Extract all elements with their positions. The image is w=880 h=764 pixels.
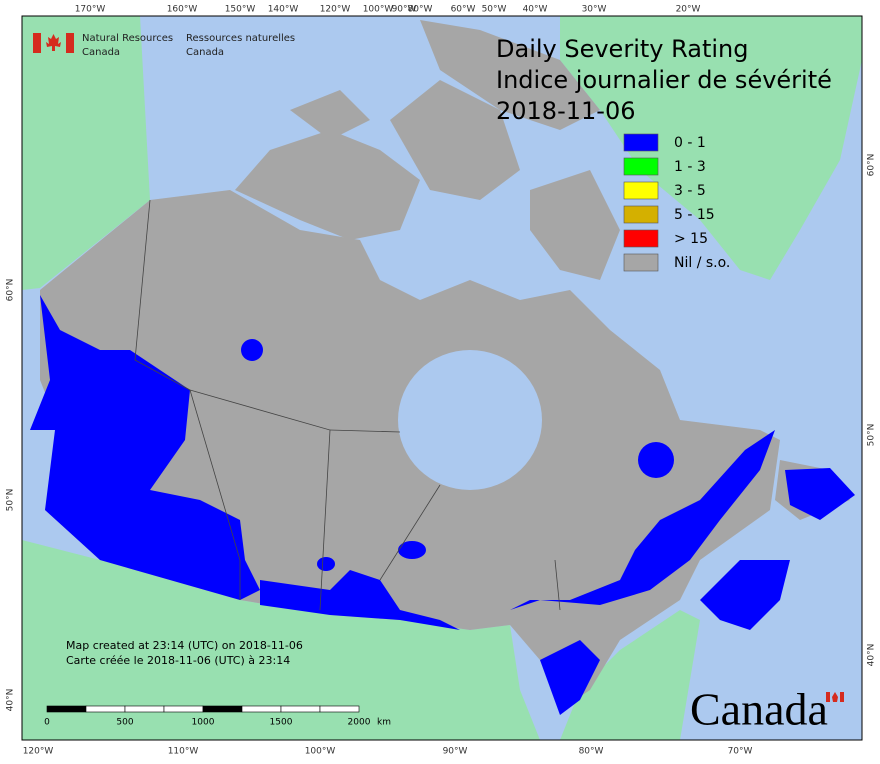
agency-fr: Ressources naturelles (186, 33, 295, 44)
scale-label: 1500 (270, 718, 293, 728)
longitude-label: 40°W (523, 5, 548, 15)
arctic-island (390, 80, 520, 200)
border (379, 484, 441, 581)
rating-area (398, 541, 426, 559)
longitude-label: 140°W (268, 5, 299, 15)
scale-label: 500 (116, 718, 133, 728)
legend-label: > 15 (674, 231, 708, 247)
scale-segment (46, 705, 87, 713)
border (189, 389, 241, 600)
map-title: 2018-11-06 (496, 97, 635, 125)
scale-label: 1000 (192, 718, 215, 728)
longitude-label: 100°W (363, 5, 394, 15)
legend-swatch (623, 157, 659, 176)
longitude-label: 80°W (579, 747, 604, 757)
longitude-label: 20°W (676, 5, 701, 15)
longitude-label: 50°W (482, 5, 507, 15)
legend-swatch (623, 253, 659, 272)
agency-en: Canada (82, 47, 120, 58)
agency-logo (33, 33, 74, 53)
borders (134, 199, 561, 611)
map-title: Indice journalier de sévérité (496, 66, 832, 94)
rating-area (241, 339, 263, 361)
legend-label: 1 - 3 (674, 159, 706, 175)
longitude-label: 150°W (225, 5, 256, 15)
scale-segment (241, 705, 282, 713)
rating-area (785, 468, 855, 520)
flag-leaf (46, 34, 61, 51)
longitude-label: 90°W (392, 5, 417, 15)
usa (22, 540, 540, 740)
texts: Natural Resources Canada Ressources nature… (6, 5, 877, 757)
longitude-label: 170°W (75, 5, 106, 15)
latitude-label: 60°N (867, 154, 877, 177)
scale-segment (163, 705, 204, 713)
scale-label: 2000 (348, 718, 371, 728)
longitude-label: 90°W (443, 747, 468, 757)
agency-fr: Canada (186, 47, 224, 58)
latitude-label: 60°N (6, 279, 16, 302)
border (554, 559, 561, 611)
border (329, 429, 401, 433)
legend-swatch (623, 205, 659, 224)
rating-area (30, 295, 260, 600)
longitude-label: 110°W (168, 747, 199, 757)
map-note: Carte créée le 2018-11-06 (UTC) à 23:14 (66, 654, 290, 667)
wordmark-flag (832, 692, 838, 702)
scale-label: 0 (44, 718, 50, 728)
scale-segment (85, 705, 126, 713)
rating-area (260, 570, 460, 630)
map-border (21, 15, 863, 741)
scale-segment (280, 705, 321, 713)
legend-swatch (623, 229, 659, 248)
ellesmere-island (420, 20, 600, 130)
longitude-label: 30°W (582, 5, 607, 15)
hudson-bay (398, 350, 542, 490)
rating-area (317, 557, 335, 571)
legend-swatch (623, 133, 659, 152)
wordmark: Canada (690, 684, 828, 735)
latitude-label: 50°N (867, 424, 877, 447)
arctic-island (235, 130, 420, 240)
legend-swatch (623, 181, 659, 200)
legend-label: Nil / s.o. (674, 255, 730, 271)
flag-bar (33, 33, 41, 53)
longitude-label: 120°W (320, 5, 351, 15)
longitude-label: 70°W (728, 747, 753, 757)
rating-area (700, 560, 790, 630)
wordmark-flag (840, 692, 844, 702)
rating-area (510, 430, 775, 610)
map-note: Map created at 23:14 (UTC) on 2018-11-06 (66, 639, 303, 652)
rating-area (638, 442, 674, 478)
map-title: Daily Severity Rating (496, 35, 748, 63)
alaska (22, 16, 150, 290)
latitude-label: 50°N (6, 489, 16, 512)
latitude-label: 40°N (6, 689, 16, 712)
legend-label: 5 - 15 (674, 207, 715, 223)
baffin-island (530, 170, 620, 280)
longitude-label: 160°W (167, 5, 198, 15)
longitude-label: 60°W (451, 5, 476, 15)
longitude-label: 100°W (305, 747, 336, 757)
border (134, 199, 191, 391)
legend-label: 0 - 1 (674, 135, 706, 151)
scale-segment (202, 705, 243, 713)
longitude-label: 120°W (23, 747, 54, 757)
longitude-label: 80°W (408, 5, 433, 15)
scale-segment (124, 705, 165, 713)
greenland (560, 16, 862, 280)
scale-segment (319, 705, 360, 713)
usa-east (560, 610, 700, 740)
flag-bar (66, 33, 74, 53)
arctic-island (290, 90, 370, 140)
scale-unit: km (377, 718, 391, 728)
legend-label: 3 - 5 (674, 183, 706, 199)
rating-area (540, 640, 600, 715)
wordmark-flag (826, 692, 830, 702)
latitude-label: 40°N (867, 644, 877, 667)
agency-en: Natural Resources (82, 33, 173, 44)
